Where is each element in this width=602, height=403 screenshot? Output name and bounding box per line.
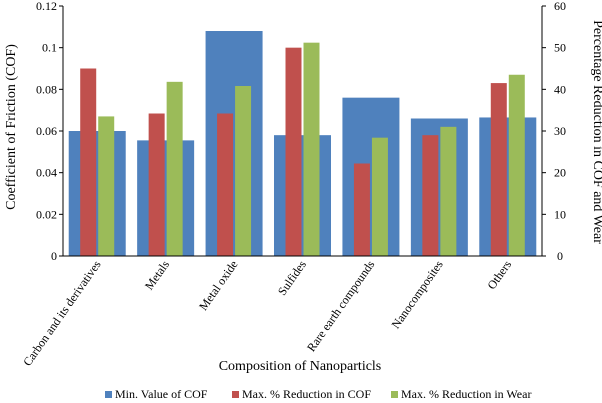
bar-cof-reduction-4 bbox=[353, 163, 370, 256]
legend-swatch bbox=[105, 391, 112, 398]
category-label: Metals bbox=[142, 257, 172, 292]
bar-cof-reduction-3 bbox=[285, 47, 302, 256]
bar-wear-reduction-5 bbox=[440, 126, 457, 256]
bar-cof-reduction-5 bbox=[422, 135, 439, 256]
bar-wear-reduction-1 bbox=[166, 81, 183, 256]
left-axis-ticks: 0 0.02 0.04 0.06 0.08 0.1 0.12 bbox=[36, 0, 63, 263]
min-cof-bars bbox=[68, 31, 537, 257]
category-label: Sulfides bbox=[275, 257, 309, 298]
right-tick-label: 40 bbox=[554, 82, 566, 96]
category-label: Others bbox=[484, 257, 514, 292]
bar-cof-reduction-6 bbox=[490, 83, 507, 256]
bar-wear-reduction-4 bbox=[371, 137, 388, 256]
left-tick-label: 0.08 bbox=[36, 82, 57, 96]
bar-min-cof-1 bbox=[137, 140, 195, 256]
bar-cof-reduction-0 bbox=[80, 68, 97, 256]
right-tick-label: 10 bbox=[554, 207, 566, 221]
category-label: Metal oxide bbox=[196, 258, 241, 313]
right-axis-ticks: 0 10 20 30 40 50 60 bbox=[542, 0, 566, 263]
left-tick-label: 0 bbox=[51, 249, 57, 263]
bar-cof-reduction-2 bbox=[217, 113, 234, 256]
bar-cof-reduction-1 bbox=[148, 113, 165, 256]
left-tick-label: 0.06 bbox=[36, 124, 57, 138]
right-tick-label: 0 bbox=[557, 249, 563, 263]
x-axis-title: Composition of Nanoparticls bbox=[219, 359, 382, 374]
legend-label: Max. % Reduction in Wear bbox=[401, 387, 531, 401]
legend-swatch bbox=[232, 391, 239, 398]
left-axis-title: Coefficient of Friction (COF) bbox=[4, 44, 19, 210]
bar-min-cof-0 bbox=[68, 131, 126, 256]
legend-label: Max. % Reduction in COF bbox=[242, 387, 371, 401]
category-label: Rare earth compounds bbox=[304, 257, 378, 354]
bar-min-cof-6 bbox=[479, 117, 537, 256]
right-tick-label: 30 bbox=[554, 124, 566, 138]
legend: Min. Value of COF Max. % Reduction in COF… bbox=[105, 387, 531, 401]
right-tick-label: 50 bbox=[554, 41, 566, 55]
legend-swatch bbox=[391, 391, 398, 398]
bar-wear-reduction-3 bbox=[303, 42, 320, 256]
bar-wear-reduction-6 bbox=[508, 74, 525, 256]
left-tick-label: 0.02 bbox=[36, 207, 57, 221]
right-tick-label: 60 bbox=[554, 0, 566, 13]
left-tick-label: 0.1 bbox=[42, 41, 57, 55]
bar-wear-reduction-2 bbox=[235, 86, 252, 256]
left-tick-label: 0.12 bbox=[36, 0, 57, 13]
bar-min-cof-4 bbox=[342, 97, 400, 257]
bar-min-cof-2 bbox=[205, 31, 263, 256]
category-label: Carbon and its derivatives bbox=[20, 257, 104, 368]
bar-min-cof-3 bbox=[274, 135, 331, 256]
right-tick-label: 20 bbox=[554, 166, 566, 180]
category-label: Nanocomposites bbox=[388, 257, 446, 331]
left-tick-label: 0.04 bbox=[36, 166, 57, 180]
legend-label: Min. Value of COF bbox=[115, 387, 208, 401]
reduction-bars bbox=[80, 42, 525, 257]
bar-min-cof-5 bbox=[410, 118, 468, 256]
category-labels: Carbon and its derivatives Metals Metal ox… bbox=[20, 257, 514, 368]
bar-wear-reduction-0 bbox=[98, 116, 115, 257]
right-axis-title: Percentage Reduction in COF and Wear bbox=[590, 20, 602, 244]
